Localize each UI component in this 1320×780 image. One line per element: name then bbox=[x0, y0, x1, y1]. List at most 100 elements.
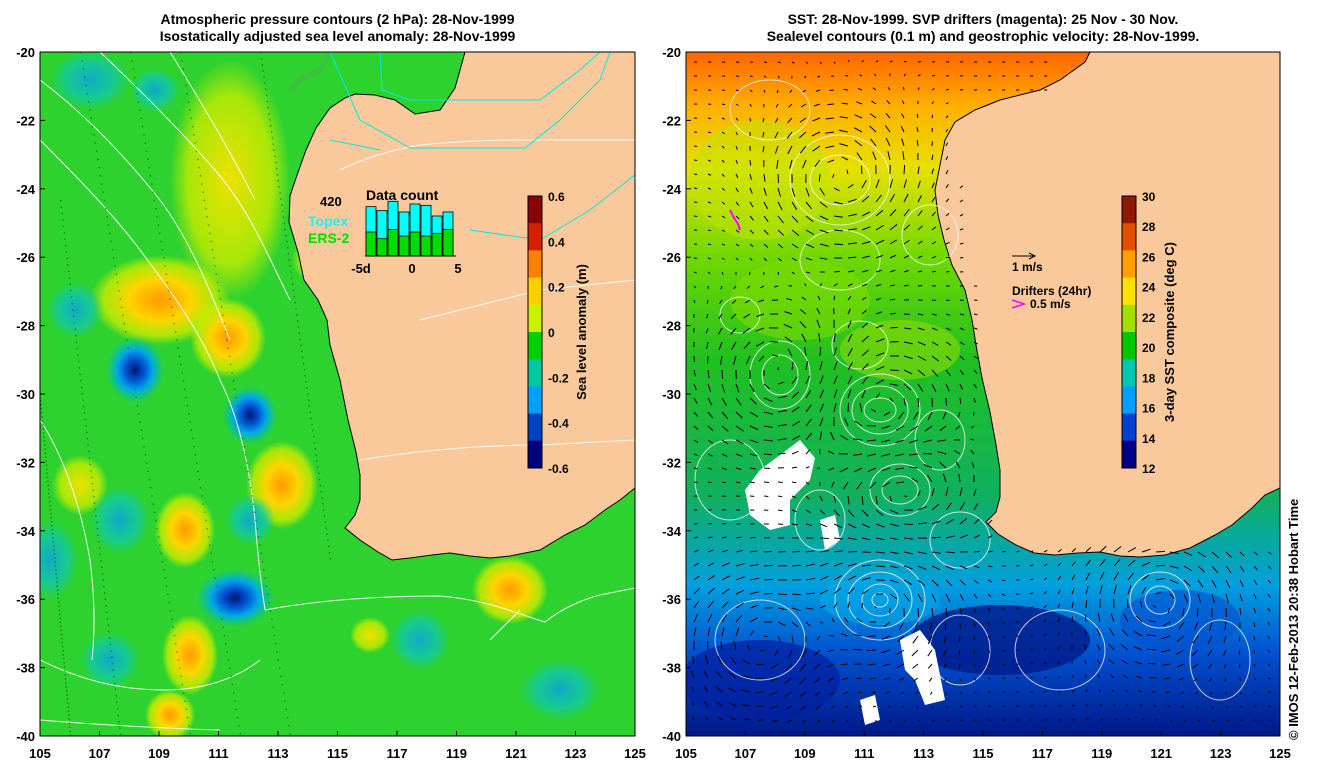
velocity-vector bbox=[858, 705, 863, 708]
velocity-vector bbox=[945, 256, 950, 259]
track-dot bbox=[267, 593, 269, 596]
australia-landmass-right bbox=[934, 52, 1280, 558]
velocity-vector bbox=[861, 589, 870, 595]
velocity-vector bbox=[763, 61, 767, 64]
velocity-vector bbox=[987, 607, 991, 612]
velocity-vector bbox=[861, 349, 869, 357]
velocity-vector bbox=[1099, 718, 1103, 721]
velocity-vector bbox=[853, 633, 863, 637]
velocity-vector bbox=[889, 509, 899, 515]
velocity-vector bbox=[833, 562, 843, 567]
track-dot bbox=[284, 228, 286, 231]
track-dot bbox=[174, 331, 177, 333]
velocity-vector bbox=[777, 201, 783, 211]
velocity-vector bbox=[707, 173, 712, 176]
velocity-vector bbox=[931, 256, 936, 259]
velocity-vector bbox=[735, 103, 739, 107]
velocity-vector bbox=[987, 677, 991, 680]
velocity-vector bbox=[749, 453, 758, 457]
velocity-vector bbox=[1163, 677, 1171, 680]
track-dot bbox=[240, 429, 243, 431]
sla-swatch bbox=[528, 304, 542, 333]
velocity-vector bbox=[833, 550, 843, 553]
velocity-vector bbox=[799, 677, 807, 685]
track-dot bbox=[281, 210, 284, 212]
track-dot bbox=[225, 642, 227, 645]
velocity-vector bbox=[800, 103, 807, 108]
velocity-vector bbox=[1193, 677, 1199, 682]
track-dot bbox=[189, 109, 191, 111]
velocity-vector bbox=[735, 229, 740, 233]
velocity-vector bbox=[1085, 689, 1088, 693]
track-dot bbox=[147, 158, 149, 161]
track-dot bbox=[164, 265, 166, 267]
velocity-vector bbox=[805, 257, 813, 261]
track-dot bbox=[116, 708, 119, 710]
velocity-vector bbox=[832, 173, 835, 178]
track-dot bbox=[65, 690, 68, 692]
velocity-vector bbox=[917, 87, 920, 91]
velocity-vector bbox=[856, 152, 863, 161]
track-dot bbox=[94, 508, 96, 511]
velocity-vector bbox=[691, 686, 695, 693]
velocity-vector bbox=[787, 348, 793, 357]
velocity-vector bbox=[803, 75, 807, 79]
velocity-vector bbox=[1253, 677, 1257, 681]
velocity-vector bbox=[875, 239, 885, 245]
velocity-vector bbox=[903, 255, 910, 259]
track-dot bbox=[84, 418, 86, 421]
right-lon-label: 111 bbox=[854, 746, 874, 761]
velocity-vector bbox=[777, 381, 785, 385]
track-dot bbox=[65, 251, 68, 253]
velocity-vector bbox=[805, 509, 811, 514]
sealevel-contours bbox=[694, 79, 1251, 701]
velocity-vector bbox=[1267, 677, 1271, 680]
velocity-vector bbox=[931, 355, 939, 362]
velocity-vector bbox=[931, 705, 934, 709]
velocity-vector bbox=[973, 621, 976, 627]
velocity-vector bbox=[758, 355, 765, 362]
velocity-vector bbox=[833, 61, 836, 64]
velocity-vector bbox=[833, 587, 842, 595]
velocity-vector bbox=[887, 705, 891, 708]
velocity-vector bbox=[819, 417, 824, 427]
track-dot bbox=[303, 368, 306, 371]
velocity-vector bbox=[853, 648, 863, 651]
track-dot bbox=[50, 520, 53, 523]
velocity-vector bbox=[785, 663, 793, 671]
velocity-vector bbox=[1223, 649, 1227, 656]
track-dot bbox=[91, 125, 94, 128]
velocity-vector bbox=[885, 691, 891, 694]
velocity-vector bbox=[1238, 663, 1241, 668]
velocity-vector bbox=[903, 179, 907, 189]
track-dot bbox=[169, 298, 171, 300]
track-dot bbox=[305, 381, 307, 383]
sst-swatch bbox=[1122, 250, 1136, 279]
velocity-vector bbox=[730, 313, 737, 320]
track-dot bbox=[259, 544, 261, 546]
velocity-vector bbox=[1001, 607, 1006, 611]
track-dot bbox=[63, 232, 65, 234]
velocity-vector bbox=[1211, 705, 1214, 709]
velocity-vector bbox=[945, 102, 949, 105]
velocity-vector bbox=[875, 537, 885, 541]
velocity-vector bbox=[903, 284, 909, 287]
right-lon-label: 121 bbox=[1150, 746, 1172, 761]
velocity-vector bbox=[741, 674, 751, 679]
velocity-vector bbox=[791, 257, 798, 262]
velocity-vector bbox=[693, 397, 698, 404]
velocity-vector bbox=[881, 439, 891, 443]
velocity-vector bbox=[872, 87, 877, 91]
velocity-vector bbox=[889, 523, 899, 527]
velocity-vector bbox=[833, 283, 838, 287]
velocity-vector bbox=[721, 549, 729, 553]
velocity-vector bbox=[875, 60, 879, 63]
velocity-vector bbox=[721, 117, 725, 120]
track-dot bbox=[92, 489, 94, 491]
velocity-vector bbox=[867, 663, 877, 666]
velocity-vector bbox=[749, 383, 755, 393]
velocity-vector bbox=[735, 173, 739, 179]
velocity-vector bbox=[791, 466, 798, 469]
sst-swatch bbox=[1122, 196, 1136, 224]
